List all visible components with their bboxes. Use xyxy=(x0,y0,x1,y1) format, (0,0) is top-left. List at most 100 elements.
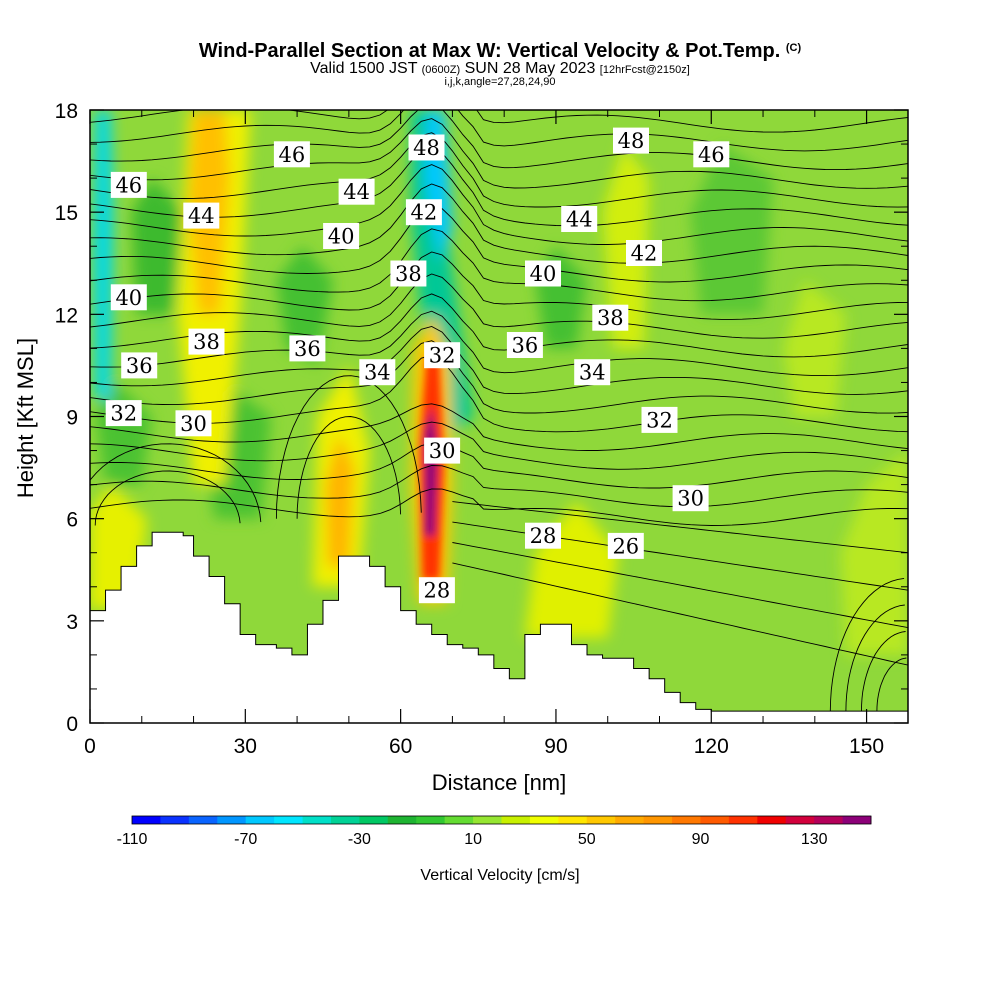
colorbar-swatch xyxy=(245,816,275,824)
theta-contour-line xyxy=(90,147,908,227)
theta-label-box xyxy=(188,328,225,355)
theta-contour-label: 42 xyxy=(626,240,662,266)
theta-contour-label: 38 xyxy=(592,304,629,331)
theta-label-box xyxy=(110,171,147,198)
y-axis-label: Height [Kft MSL] xyxy=(13,338,38,498)
theta-label-box xyxy=(121,352,158,379)
colorbar-swatch xyxy=(359,816,389,824)
theta-label-box xyxy=(359,359,396,386)
theta-label-box xyxy=(506,332,543,358)
theta-label-box xyxy=(693,141,730,168)
theta-contour-label: 34 xyxy=(574,359,611,386)
theta-label-box xyxy=(110,284,147,311)
chart-indices: i,j,k,angle=27,28,24,90 xyxy=(444,76,556,88)
theta-contour-label: 46 xyxy=(110,171,147,198)
theta-contour-line xyxy=(876,657,907,712)
theta-label-text: 38 xyxy=(597,306,624,330)
theta-label-text: 34 xyxy=(579,361,606,385)
theta-contour-line xyxy=(90,310,908,377)
theta-contour-label: 36 xyxy=(506,332,543,358)
theta-contour-label: 32 xyxy=(641,406,678,433)
theta-contour-line xyxy=(275,375,422,519)
colorbar-frame xyxy=(131,815,872,825)
theta-contour-line xyxy=(452,542,908,629)
field-updraft-core xyxy=(325,433,355,567)
colorbar-swatch xyxy=(558,816,588,824)
colorbar-swatch xyxy=(188,816,218,824)
colorbar-tick-label: 10 xyxy=(464,831,482,848)
theta-contour-line xyxy=(296,416,402,519)
colorbar-swatch xyxy=(842,816,872,824)
theta-label-text: 44 xyxy=(566,208,593,232)
theta-contour-line xyxy=(860,631,906,712)
theta-contour-label: 30 xyxy=(424,437,461,464)
field-patch xyxy=(783,280,846,417)
theta-label-box xyxy=(405,199,442,226)
theta-contour-line xyxy=(452,501,908,554)
colorbar-tick-label: -70 xyxy=(234,831,257,848)
colorbar-swatch xyxy=(643,816,673,824)
theta-label-text: 42 xyxy=(411,201,438,225)
theta-contour-label: 44 xyxy=(338,178,375,205)
field-patch xyxy=(690,144,774,315)
theta-label-text: 42 xyxy=(631,242,658,266)
field-updraft xyxy=(524,501,619,638)
theta-contour-line xyxy=(90,326,908,395)
x-tick-label: 150 xyxy=(849,735,884,758)
colorbar-swatch xyxy=(387,816,417,824)
colorbar-swatch xyxy=(814,816,843,824)
field-updraft xyxy=(602,144,650,349)
colorbar-swatch xyxy=(586,816,616,824)
theta-label-text: 40 xyxy=(115,286,142,310)
theta-label-text: 46 xyxy=(115,173,142,197)
colorbar-swatch xyxy=(274,816,303,824)
theta-label-text: 46 xyxy=(279,143,306,167)
field-downdraft xyxy=(93,110,114,400)
y-tick-label: 12 xyxy=(55,304,78,327)
theta-label-text: 30 xyxy=(429,439,456,463)
theta-contour-label: 36 xyxy=(121,352,158,379)
theta-contour-label: 46 xyxy=(273,141,310,168)
theta-label-box xyxy=(338,178,375,205)
x-tick-label: 90 xyxy=(544,735,567,758)
colorbar-swatch xyxy=(785,816,815,824)
theta-contour-line xyxy=(845,604,905,712)
theta-contour-label: 32 xyxy=(424,342,461,369)
colorbar: -110 -70 -30 10 50 90 130 xyxy=(117,815,872,848)
y-tick-label: 9 xyxy=(66,407,78,430)
theta-label-box xyxy=(183,202,220,229)
theta-contour-line xyxy=(90,403,908,451)
colorbar-swatch xyxy=(529,816,559,824)
theta-label-box xyxy=(424,342,461,369)
theta-label-text: 30 xyxy=(677,487,704,511)
theta-label-box xyxy=(105,400,142,427)
theta-contour-line xyxy=(90,293,908,358)
x-axis-label: Distance [nm] xyxy=(432,770,567,795)
theta-contour-line xyxy=(829,577,905,712)
colorbar-swatch xyxy=(473,816,502,824)
theta-label-box xyxy=(175,410,212,437)
colorbar-swatch xyxy=(700,816,730,824)
theta-label-text: 38 xyxy=(193,330,220,354)
theta-label-text: 26 xyxy=(612,534,639,558)
theta-label-box xyxy=(613,127,649,154)
colorbar-swatch xyxy=(217,816,247,824)
theta-contour-line xyxy=(90,465,908,508)
y-tick-label: 3 xyxy=(66,611,78,634)
theta-contour-line xyxy=(90,118,908,189)
theta-label-text: 32 xyxy=(429,344,456,368)
theta-contour-label: 44 xyxy=(561,206,598,232)
theta-contour-line xyxy=(90,183,908,264)
colorbar-swatch xyxy=(728,816,758,824)
colorbar-label: Vertical Velocity [cm/s] xyxy=(420,867,579,884)
theta-label-text: 40 xyxy=(328,225,355,249)
theta-label-text: 28 xyxy=(530,524,557,548)
theta-label-box xyxy=(672,485,709,512)
colorbar-tick-label: 50 xyxy=(578,831,596,848)
theta-label-text: 36 xyxy=(294,337,321,361)
theta-label-text: 28 xyxy=(424,579,451,603)
theta-label-box xyxy=(592,304,629,331)
theta-label-box xyxy=(525,260,561,287)
theta-label-box xyxy=(390,260,427,287)
